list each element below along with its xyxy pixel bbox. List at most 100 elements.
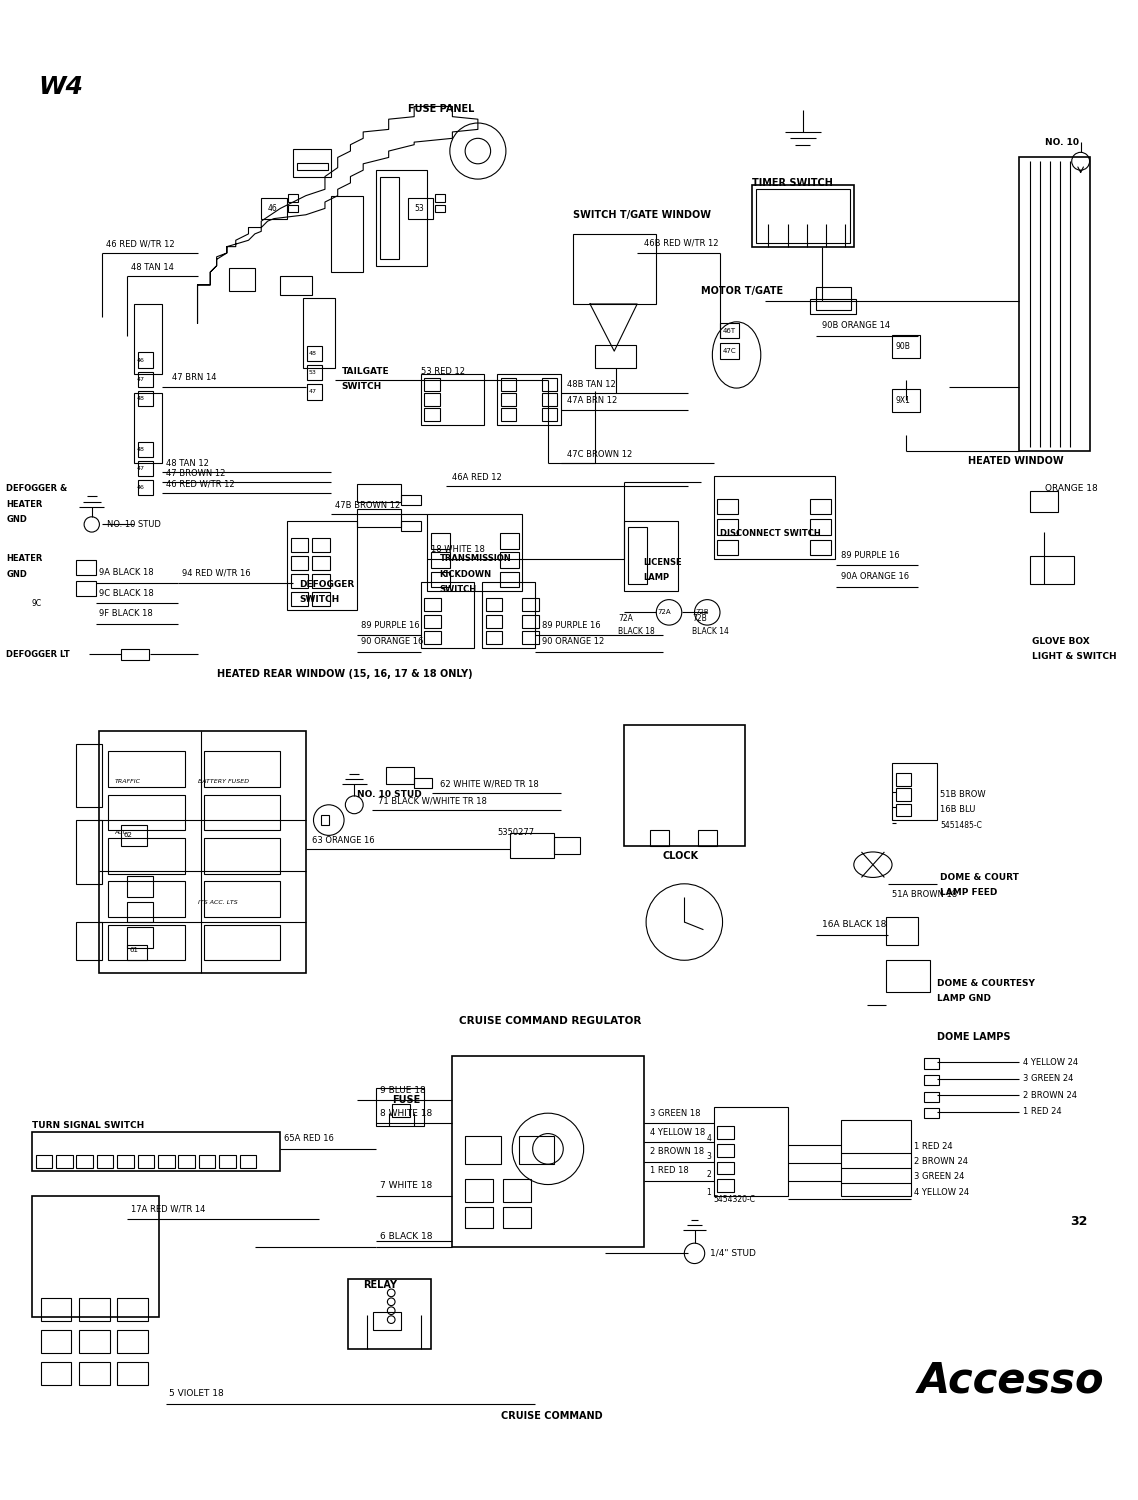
Bar	[465, 1208, 493, 1228]
Bar	[453, 1056, 644, 1246]
Text: 4 YELLOW 18: 4 YELLOW 18	[650, 1128, 706, 1137]
Text: 90B ORANGE 14: 90B ORANGE 14	[822, 321, 890, 330]
Text: 47 BRN 14: 47 BRN 14	[172, 374, 216, 382]
Text: 48: 48	[137, 396, 145, 400]
Bar	[500, 534, 519, 549]
Bar	[810, 298, 857, 314]
Bar	[424, 408, 439, 422]
Bar	[134, 393, 162, 464]
Bar	[127, 945, 147, 960]
Bar	[424, 598, 440, 610]
Bar	[554, 837, 580, 855]
Text: LAMP GND: LAMP GND	[937, 994, 991, 1004]
Bar	[230, 268, 255, 291]
Bar	[430, 572, 450, 586]
Text: 47: 47	[137, 376, 145, 381]
Bar	[752, 186, 854, 246]
Bar	[720, 322, 739, 339]
Bar	[892, 390, 921, 412]
Text: 1: 1	[707, 1188, 711, 1197]
Bar	[99, 730, 306, 974]
Bar	[41, 1362, 72, 1384]
Bar	[650, 831, 669, 846]
Text: DEFOGGER: DEFOGGER	[299, 580, 355, 590]
Bar	[204, 924, 280, 960]
Bar	[304, 297, 336, 368]
Bar	[885, 916, 917, 945]
Bar	[76, 744, 102, 807]
Bar	[924, 1108, 939, 1119]
Text: 46: 46	[267, 204, 278, 213]
Bar	[204, 882, 280, 916]
Bar	[297, 162, 328, 170]
Text: 72A: 72A	[657, 609, 670, 615]
Bar	[841, 1119, 912, 1196]
Bar	[435, 195, 445, 202]
Text: SWITCH: SWITCH	[341, 382, 381, 392]
Text: TAILGATE: TAILGATE	[341, 368, 389, 376]
Text: LIGHT & SWITCH: LIGHT & SWITCH	[1032, 652, 1116, 662]
Text: 9C BLACK 18: 9C BLACK 18	[99, 590, 154, 598]
Text: W4: W4	[39, 75, 83, 99]
Bar	[892, 762, 937, 820]
Text: 53: 53	[308, 370, 316, 375]
Bar	[720, 344, 739, 358]
Bar	[138, 1155, 154, 1168]
Bar	[522, 598, 539, 610]
Bar	[32, 1132, 280, 1170]
Bar	[497, 374, 561, 424]
Bar	[519, 1136, 554, 1164]
Bar	[510, 833, 554, 858]
Bar	[204, 839, 280, 873]
Text: 46B RED W/TR 12: 46B RED W/TR 12	[644, 238, 718, 248]
Bar	[290, 574, 308, 588]
Bar	[717, 1126, 734, 1138]
Bar	[331, 195, 363, 272]
Bar	[199, 1155, 215, 1168]
Bar	[924, 1076, 939, 1084]
Bar	[108, 924, 184, 960]
Text: SWITCH T/GATE WINDOW: SWITCH T/GATE WINDOW	[574, 210, 711, 220]
Text: 5 VIOLET 18: 5 VIOLET 18	[170, 1389, 224, 1398]
Text: BATTERY FUSED: BATTERY FUSED	[198, 780, 248, 784]
Bar	[503, 1208, 531, 1228]
Bar	[138, 480, 152, 495]
Text: 1/4" STUD: 1/4" STUD	[710, 1250, 756, 1258]
Text: 4 YELLOW 24: 4 YELLOW 24	[914, 1188, 968, 1197]
Bar	[542, 408, 556, 422]
Bar	[486, 615, 502, 627]
Bar	[138, 352, 152, 368]
Bar	[220, 1155, 236, 1168]
Bar	[117, 1298, 148, 1322]
Text: TIMER SWITCH: TIMER SWITCH	[752, 178, 833, 188]
Bar	[138, 441, 152, 458]
Text: 2 BROWN 24: 2 BROWN 24	[914, 1156, 967, 1166]
Text: 72A: 72A	[618, 614, 633, 622]
Text: MOTOR T/GATE: MOTOR T/GATE	[701, 286, 783, 296]
Bar	[414, 778, 432, 788]
Bar	[108, 882, 184, 916]
Text: 61: 61	[130, 946, 139, 952]
Bar	[380, 177, 399, 260]
Bar	[542, 378, 556, 390]
Bar	[393, 1104, 411, 1118]
Bar	[97, 1155, 114, 1168]
Text: TRAFFIC: TRAFFIC	[115, 780, 141, 784]
Bar	[138, 460, 152, 476]
Text: 9X1: 9X1	[896, 396, 910, 405]
Bar	[714, 476, 834, 560]
Text: DOME & COURT: DOME & COURT	[940, 873, 1020, 882]
Text: BLACK 18: BLACK 18	[618, 627, 654, 636]
Text: 32: 32	[1071, 1215, 1088, 1228]
Bar	[1030, 556, 1074, 585]
Text: 62: 62	[124, 833, 132, 839]
Bar	[885, 960, 930, 992]
Bar	[240, 1155, 256, 1168]
Bar	[76, 560, 96, 576]
Bar	[430, 552, 450, 568]
Bar	[896, 804, 912, 816]
Bar	[421, 582, 475, 648]
Bar	[1020, 158, 1089, 450]
Bar	[290, 556, 308, 570]
Bar	[121, 650, 149, 660]
